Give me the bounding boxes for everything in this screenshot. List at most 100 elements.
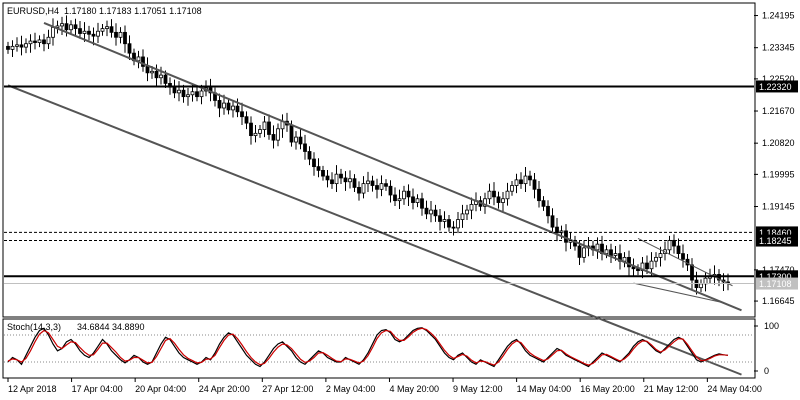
candle-body [699, 283, 703, 289]
candle [114, 23, 118, 46]
candle-body [199, 90, 204, 98]
candle-body [357, 187, 361, 194]
candle [217, 93, 222, 118]
candle-body [325, 175, 330, 181]
stoch-panel-frame [2, 318, 756, 379]
current-price-box [756, 277, 798, 290]
candle [415, 194, 420, 208]
candle-body [375, 185, 379, 190]
candle-body [703, 277, 708, 285]
candle [19, 35, 24, 56]
candle-body [442, 219, 447, 222]
candle-body [271, 134, 276, 141]
price-y-axis: 1.24195 1.23345 1.22520 1.21670 1.20820 1.199… [754, 11, 795, 306]
time-x-tick-label: 14 May 04:00 [517, 384, 572, 394]
candle-body [37, 39, 42, 43]
candle [109, 19, 114, 38]
candle-body [366, 180, 370, 185]
time-x-axis: 12 Apr 2018 17 Apr 04:00 20 Apr 04:00 24 Ap… [7, 378, 762, 394]
stoch-signal-line [7, 327, 729, 366]
candle [69, 20, 73, 35]
candle [42, 33, 46, 52]
candle-body [163, 74, 168, 84]
candle [523, 166, 528, 192]
candle-body [303, 143, 307, 152]
candle-body [181, 89, 186, 98]
candle-body [528, 175, 532, 181]
candle-body [519, 179, 523, 185]
candle [325, 170, 330, 188]
candle-body [141, 56, 145, 67]
candle-body [397, 198, 402, 202]
candle-body [262, 121, 267, 130]
level-price-label: 1.18460 [759, 228, 792, 238]
candle [118, 27, 123, 44]
candle-body [60, 23, 64, 27]
candle-body [109, 26, 114, 33]
candle [483, 192, 487, 214]
price-y-tick-label: 1.19145 [762, 202, 795, 212]
candle [186, 87, 190, 106]
candle [87, 25, 91, 41]
candle-body [154, 70, 159, 79]
candle-body [384, 183, 388, 187]
candle [6, 41, 10, 54]
candle-body [546, 205, 550, 217]
time-x-tick-label: 12 Apr 2018 [8, 384, 57, 394]
candle [307, 146, 312, 166]
candle-body [667, 239, 672, 251]
candle [105, 20, 109, 37]
candle [388, 180, 393, 203]
candle-body [100, 28, 105, 32]
candle-body [127, 43, 132, 54]
candle [442, 211, 447, 229]
candle-body [73, 24, 78, 29]
candle-body [420, 198, 424, 209]
candle [447, 215, 451, 232]
candle [469, 197, 474, 220]
candle-body [510, 185, 514, 192]
candle-body [406, 190, 411, 198]
channel-trend-line [7, 84, 742, 376]
candle [393, 187, 397, 206]
candle-body [582, 247, 586, 258]
candle-body [312, 158, 316, 168]
candle [177, 81, 181, 102]
candle [510, 180, 514, 196]
candle [352, 174, 357, 192]
candle-body [321, 169, 325, 177]
candle-body [541, 200, 546, 207]
candle-body [46, 36, 51, 45]
candle-body [28, 40, 33, 45]
candle [681, 244, 685, 268]
time-x-tick-label: 24 May 04:00 [707, 384, 762, 394]
candle [357, 181, 361, 201]
candle [375, 178, 379, 199]
candle-body [424, 207, 429, 215]
price-y-tick-label: 1.19995 [762, 169, 795, 179]
candle-body [550, 215, 555, 228]
candle [406, 184, 411, 206]
level-price-label: 1.17300 [759, 272, 792, 282]
candle [402, 185, 406, 205]
stoch-indicator-values: 34.6844 34.8890 [77, 322, 145, 332]
candle [496, 191, 501, 209]
candle [276, 123, 280, 147]
candle-body [294, 136, 298, 143]
candle-body [190, 91, 195, 96]
candle-body [537, 188, 541, 202]
candle-body [33, 40, 37, 43]
candle-body [244, 116, 249, 124]
candle [28, 34, 33, 53]
candle-body [532, 179, 537, 190]
candle [100, 24, 105, 36]
candle [298, 129, 303, 150]
candle [231, 100, 235, 118]
candle [244, 111, 249, 130]
candle-body [231, 105, 235, 111]
candle-body [316, 166, 321, 171]
candle [15, 37, 19, 52]
candle-body [487, 190, 492, 200]
candle-body [438, 215, 442, 222]
candle [361, 176, 366, 199]
